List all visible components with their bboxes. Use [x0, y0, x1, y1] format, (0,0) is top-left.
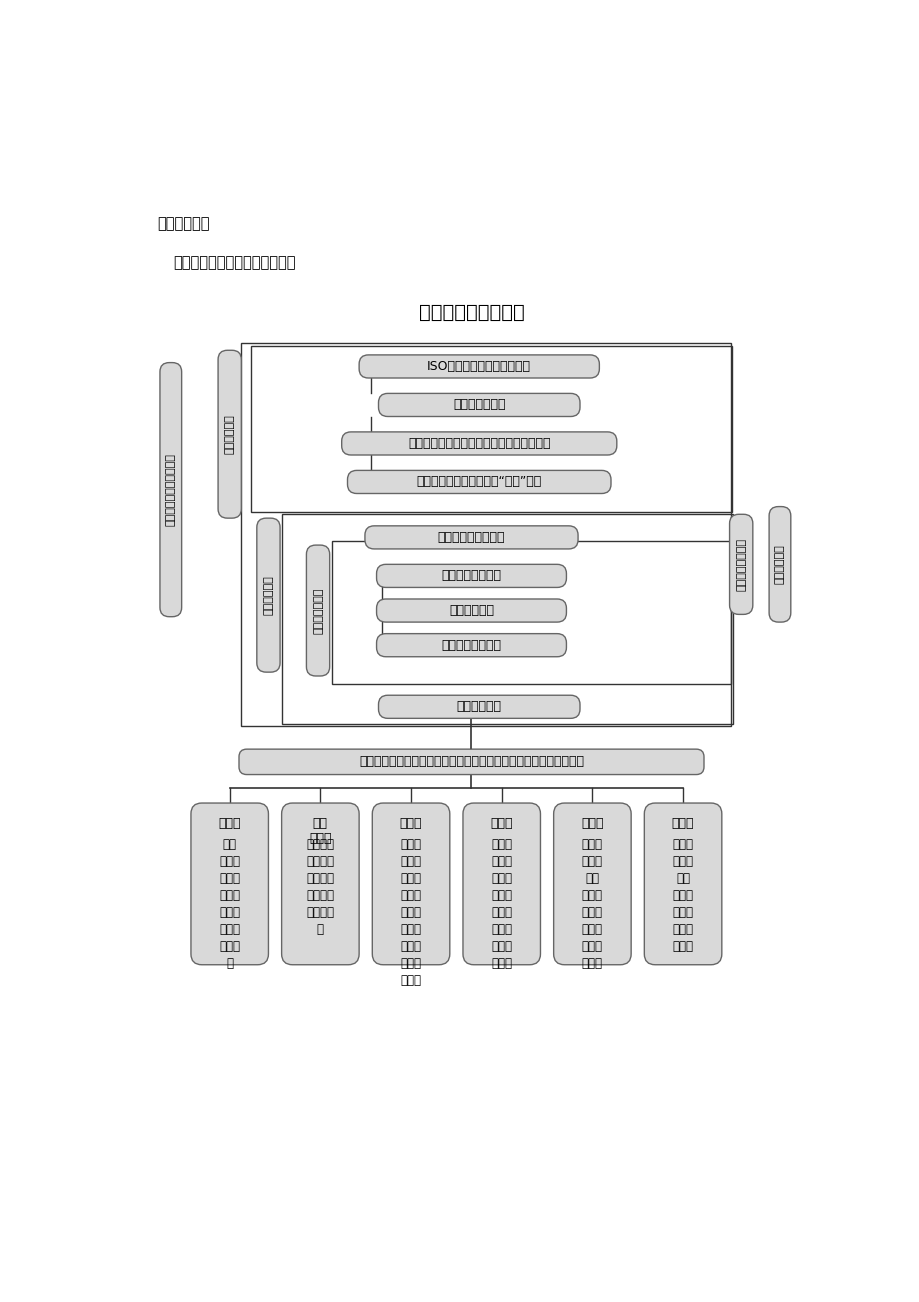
Text: 技术交底制度，样板制，“三检”制等: 技术交底制度，样板制，“三检”制等: [416, 475, 541, 488]
FancyBboxPatch shape: [218, 350, 241, 518]
Text: 工序质量检验: 工序质量检验: [448, 604, 494, 617]
FancyBboxPatch shape: [768, 506, 790, 622]
FancyBboxPatch shape: [365, 526, 577, 549]
FancyBboxPatch shape: [281, 803, 358, 965]
Text: 施工人员持证上岗制度，材料进场检验制度: 施工人员持证上岗制度，材料进场检验制度: [407, 437, 550, 450]
Text: 办公室: 办公室: [671, 816, 694, 829]
FancyBboxPatch shape: [462, 803, 539, 965]
Text: 各类办
公用品
的发
放，计
量器具
管理，
劳动工
资管理: 各类办 公用品 的发 放，计 量器具 管理， 劳动工 资管理: [581, 837, 602, 970]
FancyBboxPatch shape: [378, 695, 579, 719]
Text: 依据规范、标准控制: 依据规范、标准控制: [437, 531, 505, 544]
FancyBboxPatch shape: [347, 470, 610, 493]
Text: 供应
合格材
料，保
证施工
机械保
持良好
工作状
态: 供应 合格材 料，保 证施工 机械保 持良好 工作状 态: [219, 837, 240, 970]
Text: 项目部质量管理体系详见下图：: 项目部质量管理体系详见下图：: [173, 255, 295, 270]
FancyBboxPatch shape: [378, 393, 579, 417]
Text: 广应用工作。: 广应用工作。: [157, 216, 210, 232]
Text: 单项工程质量体系: 单项工程质量体系: [441, 639, 501, 652]
FancyBboxPatch shape: [341, 432, 616, 454]
FancyBboxPatch shape: [306, 546, 329, 676]
FancyBboxPatch shape: [160, 362, 181, 617]
Text: 后勤部: 后勤部: [581, 816, 603, 829]
Text: 材料部: 材料部: [218, 816, 241, 829]
Text: 对外宣
传、接
待工
作；文
印及其
他事务
性工作: 对外宣 传、接 待工 作；文 印及其 他事务 性工作: [672, 837, 693, 953]
Text: 质量管理领导小组：工程项目经理任组长，领导整个工程的质量工作: 质量管理领导小组：工程项目经理任组长，领导整个工程的质量工作: [358, 755, 584, 768]
Text: 技术部: 技术部: [400, 816, 422, 829]
FancyBboxPatch shape: [239, 749, 703, 775]
FancyBboxPatch shape: [372, 803, 449, 965]
FancyBboxPatch shape: [358, 355, 598, 378]
Text: 合同
管理部: 合同 管理部: [309, 816, 331, 845]
Text: 制度保证体系: 制度保证体系: [224, 414, 234, 454]
Text: 图纸会
审及施
工方案
编制，
技术交
底组织
隐检预
检及质
量验收: 图纸会 审及施 工方案 编制， 技术交 底组织 隐检预 检及质 量验收: [400, 837, 421, 987]
Text: 达到质量目标: 达到质量目标: [774, 544, 784, 585]
Text: 施工保证体系: 施工保证体系: [263, 575, 273, 615]
FancyBboxPatch shape: [376, 634, 566, 656]
FancyBboxPatch shape: [376, 564, 566, 587]
FancyBboxPatch shape: [643, 803, 721, 965]
Text: 组织保证体系: 组织保证体系: [456, 700, 501, 713]
FancyBboxPatch shape: [256, 518, 279, 672]
Bar: [332, 542, 731, 684]
FancyBboxPatch shape: [729, 514, 752, 615]
FancyBboxPatch shape: [376, 599, 566, 622]
Text: 岗位质量责任制: 岗位质量责任制: [452, 398, 505, 411]
Text: 质量检验子体系: 质量检验子体系: [312, 587, 323, 634]
Text: 依照交
底规范
标准施
工，对
施工项
目质量
情况直
接负责: 依照交 底规范 标准施 工，对 施工项 目质量 情况直 接负责: [491, 837, 512, 970]
Bar: [241, 342, 731, 727]
Text: 质量目标，确保优良工程: 质量目标，确保优良工程: [165, 453, 176, 526]
Bar: [251, 346, 732, 512]
FancyBboxPatch shape: [191, 803, 268, 965]
Text: ISO质量保证手册及程序文件: ISO质量保证手册及程序文件: [426, 359, 530, 372]
Text: 工程质量保证体系图: 工程质量保证体系图: [418, 302, 524, 322]
Text: 材料构件设备检验: 材料构件设备检验: [441, 569, 501, 582]
Bar: [281, 514, 732, 724]
Text: 工程质量检验评定: 工程质量检验评定: [735, 538, 745, 591]
FancyBboxPatch shape: [553, 803, 630, 965]
Text: 保证合同
的有效执
行，对进
场分承包
方进行预
审: 保证合同 的有效执 行，对进 场分承包 方进行预 审: [306, 837, 334, 936]
Text: 工程部: 工程部: [490, 816, 513, 829]
